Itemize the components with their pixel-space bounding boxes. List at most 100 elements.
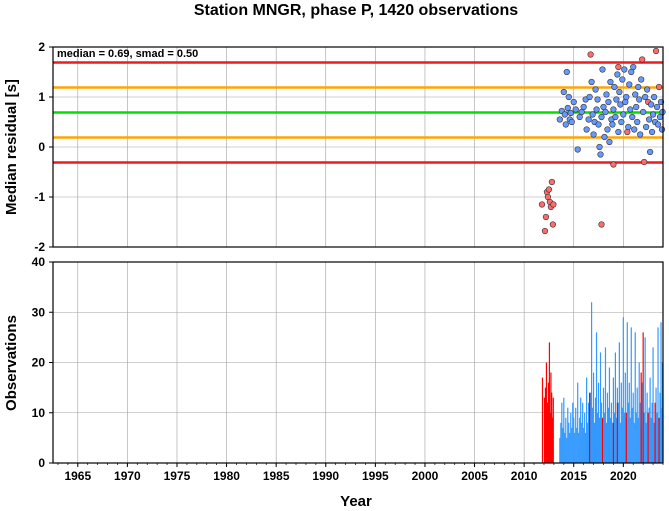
residual-point	[640, 108, 647, 116]
residual-point	[580, 103, 587, 111]
residual-point	[586, 93, 593, 101]
residual-point	[596, 143, 603, 151]
residual-point	[619, 76, 626, 83]
residual-point	[572, 106, 579, 113]
residual-point	[598, 221, 605, 228]
residual-point	[620, 111, 627, 118]
residual-point	[570, 98, 577, 106]
residual-point	[592, 86, 599, 93]
y-tick-label: 1	[38, 90, 45, 104]
residual-point	[587, 51, 594, 58]
x-tick-label: 1970	[114, 469, 141, 483]
residual-point	[541, 227, 549, 235]
residual-point	[621, 66, 628, 73]
y-tick-label: 10	[32, 406, 46, 420]
residual-point	[605, 98, 612, 106]
residual-point	[643, 123, 650, 131]
residual-point	[634, 118, 641, 126]
residual-point	[567, 109, 574, 117]
x-tick-label: 1990	[312, 469, 339, 483]
x-tick-label: 2000	[412, 469, 439, 483]
residual-point	[649, 111, 657, 118]
x-tick-label: 2020	[610, 469, 637, 483]
residual-point	[633, 103, 640, 111]
residual-point	[639, 56, 646, 63]
x-tick-label: 1980	[213, 469, 240, 483]
residual-point	[654, 121, 662, 128]
residual-point	[612, 113, 619, 121]
observations-bars	[541, 302, 664, 463]
residual-point	[655, 83, 663, 91]
residual-point	[647, 101, 655, 108]
residual-point	[622, 98, 629, 106]
residual-point	[606, 138, 613, 146]
reference-lines	[53, 61, 663, 164]
residual-point	[636, 96, 643, 103]
residual-point	[614, 71, 621, 78]
residual-point	[590, 131, 597, 138]
x-tick-label: 1985	[263, 469, 290, 483]
residual-point	[615, 63, 622, 71]
residual-point	[564, 104, 571, 112]
residual-point	[615, 128, 622, 136]
x-axis-label: Year	[340, 493, 372, 510]
residual-point	[613, 96, 620, 103]
residual-point	[630, 63, 637, 71]
residual-point	[644, 86, 651, 93]
residual-point	[637, 131, 644, 138]
y-tick-label: -1	[34, 190, 45, 204]
x-tick-label: 2015	[560, 469, 587, 483]
residual-point	[610, 161, 617, 168]
residual-point	[588, 78, 595, 86]
residual-point	[607, 78, 614, 86]
residual-point	[609, 121, 616, 128]
residual-point	[604, 126, 611, 133]
residual-point	[602, 108, 609, 116]
y-tick-label: -2	[34, 240, 45, 254]
residual-point	[650, 93, 658, 101]
residual-point	[627, 106, 634, 113]
residual-point	[652, 47, 660, 55]
residual-grid	[53, 46, 663, 248]
residual-point	[595, 121, 602, 128]
x-tick-label: 1975	[164, 469, 191, 483]
residual-point	[589, 111, 596, 118]
observations-y-ticks: 0 10 20 30 40	[32, 255, 53, 470]
x-tick-label: 1995	[362, 469, 389, 483]
residual-point	[568, 118, 575, 126]
residual-point	[538, 201, 546, 208]
residual-point	[646, 116, 653, 123]
observations-panel: 0 10 20 30 40 1965 1970 1975 1980 1985 1990 1995 20…	[3, 255, 664, 510]
residual-point	[550, 201, 557, 208]
y-tick-label: 20	[32, 356, 46, 370]
year-x-ticks: 1965 1970 1975 1980 1985 1990 1995 2000 2005 2010…	[57, 463, 664, 483]
chart-title: Station MNGR, phase P, 1420 observations	[194, 2, 518, 19]
residual-point	[560, 88, 567, 96]
residual-point	[593, 106, 600, 113]
x-tick-label: 2005	[461, 469, 488, 483]
residual-point	[556, 116, 563, 123]
residual-point	[561, 111, 568, 118]
y-tick-label: 2	[38, 40, 45, 54]
residual-point	[548, 178, 556, 186]
residual-point	[658, 126, 666, 133]
y-tick-label: 40	[32, 255, 46, 269]
residual-point	[594, 96, 601, 103]
residual-point	[618, 118, 625, 126]
residual-point	[542, 213, 550, 221]
x-tick-label: 2010	[511, 469, 538, 483]
residual-point	[653, 103, 661, 111]
residual-point	[642, 93, 649, 101]
residual-point	[603, 91, 610, 98]
residual-point	[574, 146, 581, 153]
residual-point	[641, 158, 648, 166]
residual-point	[625, 123, 632, 131]
y-tick-label: 0	[38, 140, 45, 154]
residual-point	[545, 186, 553, 193]
residual-point	[562, 121, 569, 128]
residual-points	[538, 47, 666, 235]
residual-point	[610, 106, 617, 113]
residual-y-ticks: -2 -1 0 1 2	[34, 40, 53, 254]
residual-point	[585, 116, 592, 123]
residual-point	[611, 83, 618, 91]
